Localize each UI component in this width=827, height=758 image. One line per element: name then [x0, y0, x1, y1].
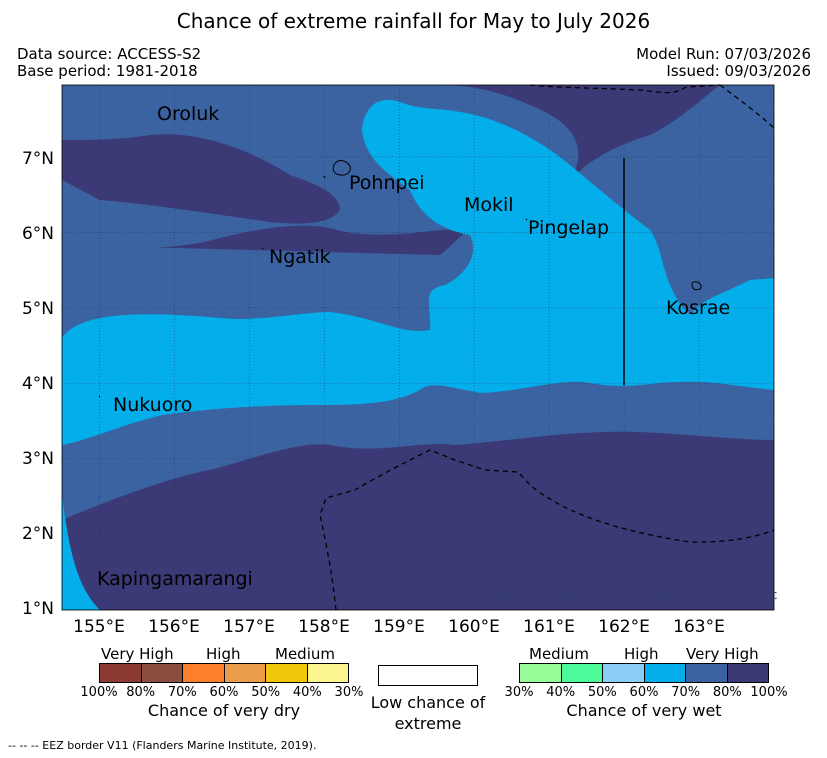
map-frame	[61, 84, 775, 611]
legend-wet-tick: 60%	[629, 685, 659, 700]
meta-right: Model Run: 07/03/2026 Issued: 09/03/2026	[636, 46, 811, 80]
legend-dry-swatch	[224, 664, 266, 682]
lon-tick-label: 158°E	[298, 617, 350, 637]
model-run: Model Run: 07/03/2026	[636, 45, 811, 63]
lat-tick-label: 2°N	[21, 524, 54, 544]
pingelap-islet	[525, 218, 528, 221]
eez-border-south-a	[319, 449, 775, 611]
legend-dry-tick: 50%	[251, 685, 281, 700]
legend-wet-head: Very High	[686, 645, 759, 663]
lon-tick-label: 155°E	[73, 617, 125, 637]
legend-wet-caption: Chance of very wet	[566, 701, 722, 720]
lon-tick-label: 157°E	[223, 617, 275, 637]
lon-tick-label: 160°E	[448, 617, 500, 637]
lat-tick-label: 3°N	[21, 449, 54, 469]
legend-wet-swatch	[561, 664, 603, 682]
eez-footnote: -- -- -- EEZ border V11 (Flanders Marine…	[8, 739, 317, 752]
legend-dry: Very High High Medium 100% 80% 70% 60% 5…	[80, 645, 363, 720]
lat-tick-label: 4°N	[21, 374, 54, 394]
legend-wet-tick: 50%	[587, 685, 617, 700]
kosrae-island	[691, 281, 702, 291]
lon-tick-label: 161°E	[523, 617, 575, 637]
base-period: Base period: 1981-2018	[17, 62, 198, 80]
legend-dry-tick: 40%	[292, 685, 322, 700]
place-label-pohnpei: Pohnpei	[349, 172, 425, 194]
place-label-pingelap: Pingelap	[528, 217, 610, 239]
legend-dry-tick: 60%	[209, 685, 239, 700]
meta-left: Data source: ACCESS-S2 Base period: 1981…	[17, 46, 201, 80]
legend-low-caption: Low chance of extreme	[370, 693, 486, 733]
legend-wet-bar	[519, 663, 769, 683]
legend-wet-swatch	[644, 664, 686, 682]
lat-tick-label: 5°N	[21, 299, 54, 319]
legend-wet: Medium High Very High 30% 40% 50% 60% 70…	[505, 645, 788, 720]
lat-tick-label: 7°N	[21, 149, 54, 169]
legend-wet-tick: 30%	[504, 685, 534, 700]
ngatik-islet	[261, 247, 264, 250]
eez-border-northeast	[719, 84, 775, 129]
legend-dry-bar	[99, 663, 349, 683]
place-label-ngatik: Ngatik	[269, 246, 331, 268]
data-source: Data source: ACCESS-S2	[17, 45, 202, 63]
legend-dry-tick: 100%	[80, 685, 118, 700]
eez-border-north	[529, 84, 721, 94]
legend-wet-head: Medium	[529, 645, 589, 663]
place-label-nukuoro: Nukuoro	[113, 394, 193, 416]
legend-dry-tick: 30%	[334, 685, 364, 700]
lon-tick-label: 163°E	[673, 617, 725, 637]
legend-dry-swatch	[100, 664, 142, 682]
legend-wet-swatch	[603, 664, 645, 682]
map-fill-layers	[62, 85, 774, 610]
lon-tick-label: 162°E	[598, 617, 650, 637]
place-label-mokil: Mokil	[464, 194, 514, 216]
issued-date: Issued: 09/03/2026	[666, 62, 811, 80]
legend-wet-tick: 70%	[671, 685, 701, 700]
legend-wet-tick: 40%	[546, 685, 576, 700]
lat-tick-label: 1°N	[21, 599, 54, 619]
place-label-kapingamarangi: Kapingamarangi	[97, 568, 253, 590]
legend-dry-swatch	[266, 664, 308, 682]
legend-low-swatch	[378, 665, 478, 686]
map-title: Chance of extreme rainfall for May to Ju…	[176, 9, 651, 33]
legend-dry-tick: 70%	[167, 685, 197, 700]
legend-dry-swatch	[141, 664, 183, 682]
legend-dry-head: High	[206, 645, 241, 663]
lon-tick-label: 156°E	[148, 617, 200, 637]
copyright-notice: © Commonwealth of Australia 2026, Bureau…	[272, 588, 778, 602]
legend-wet-swatch	[520, 664, 562, 682]
pohnpei-islet	[323, 175, 326, 179]
place-label-kosrae: Kosrae	[666, 297, 731, 319]
legend-dry-head: Medium	[275, 645, 335, 663]
lon-tick-label: 159°E	[373, 617, 425, 637]
eez-borders	[319, 84, 775, 611]
legend-dry-swatch	[183, 664, 225, 682]
pohnpei-island	[332, 160, 351, 176]
lat-tick-label: 6°N	[21, 224, 54, 244]
legend-wet-swatch	[686, 664, 728, 682]
legend-dry-tick: 80%	[126, 685, 156, 700]
rainfall-map	[61, 84, 775, 611]
legend-dry-swatch	[307, 664, 348, 682]
legend-wet-swatch	[727, 664, 768, 682]
legend-wet-head: High	[624, 645, 659, 663]
legend-wet-tick: 80%	[712, 685, 742, 700]
legend-dry-head: Very High	[101, 645, 174, 663]
place-label-oroluk: Oroluk	[157, 103, 220, 125]
legend-dry-caption: Chance of very dry	[147, 701, 301, 720]
zone-medium	[62, 99, 774, 610]
legend-wet-tick: 100%	[750, 685, 788, 700]
nukuoro-islet	[98, 395, 101, 398]
